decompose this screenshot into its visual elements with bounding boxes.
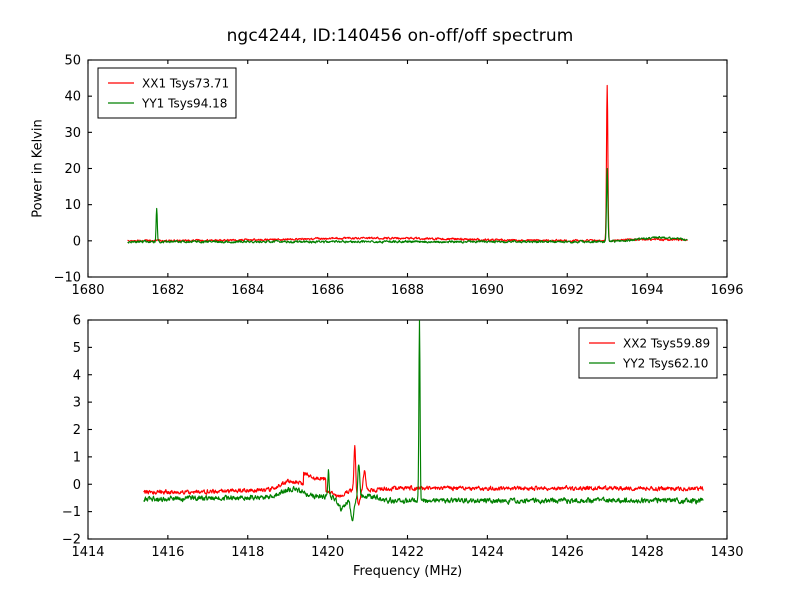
x-tick-label-top: 1680 [71,283,104,298]
x-tick-label-bottom: 1422 [391,545,424,560]
x-tick-label-bottom: 1418 [231,545,264,560]
x-tick-label-bottom: 1424 [471,545,504,560]
x-tick-label-top: 1694 [631,283,664,298]
y-tick-label-top: 50 [64,54,81,69]
y-tick-label-bottom: 5 [73,341,81,356]
traces-top [127,84,688,244]
y-tick-label-top: 30 [64,126,81,141]
legend-label-top-1: YY1 Tsys94.18 [141,97,227,111]
y-tick-label-top: −10 [54,271,81,286]
y-axis-label-top: Power in Kelvin [30,119,46,218]
x-tick-label-bottom: 1414 [71,545,104,560]
x-tick-label-bottom: 1420 [311,545,344,560]
legend-bottom: XX2 Tsys59.89 YY2 Tsys62.10 [578,327,718,379]
legend-label-bottom-1: YY2 Tsys62.10 [622,357,708,371]
trace-bottom-xx [143,444,704,506]
legend-label-bottom-0: XX2 Tsys59.89 [623,337,710,351]
legend-box-top [97,67,237,119]
legend-top: XX1 Tsys73.71 YY1 Tsys94.18 [97,67,237,119]
traces-bottom [143,320,704,522]
y-tick-label-bottom: 6 [73,314,81,329]
axes-top: 1680 1682 1684 1686 1688 1690 1692 1694 1696 −10 0… [54,54,744,299]
x-tick-label-bottom: 1416 [151,545,184,560]
x-tick-label-bottom: 1430 [710,545,743,560]
x-tick-label-top: 1690 [471,283,504,298]
y-tick-label-bottom: −1 [62,505,81,520]
trace-top-yy [127,168,688,244]
legend-label-top-0: XX1 Tsys73.71 [142,77,229,91]
axes-bottom: 1414 1416 1418 1420 1422 1424 1426 1428 1430−2−1… [62,314,744,561]
y-tick-label-bottom: 2 [73,423,81,438]
x-tick-label-top: 1692 [551,283,584,298]
x-tick-label-bottom: 1428 [631,545,664,560]
x-tick-label-top: 1696 [710,283,743,298]
y-tick-label-bottom: 0 [73,478,81,493]
y-tick-label-top: 0 [73,234,81,249]
x-tick-label-top: 1688 [391,283,424,298]
trace-bottom-yy [143,320,704,522]
y-tick-label-top: 40 [64,90,81,105]
x-tick-label-bottom: 1426 [551,545,584,560]
legend-box-bottom [578,327,718,379]
y-tick-label-bottom: 4 [73,368,81,383]
y-tick-label-bottom: 1 [73,450,81,465]
x-tick-label-top: 1682 [151,283,184,298]
y-tick-label-top: 10 [64,198,81,213]
x-tick-label-top: 1686 [311,283,344,298]
x-tick-label-top: 1684 [231,283,264,298]
page-title: ngc4244, ID:140456 on-off/off spectrum [226,26,574,46]
y-tick-label-top: 20 [64,162,81,177]
x-axis-label-bottom: Frequency (MHz) [353,564,463,579]
y-tick-label-bottom: 3 [73,396,81,411]
y-tick-label-bottom: −2 [62,533,81,548]
